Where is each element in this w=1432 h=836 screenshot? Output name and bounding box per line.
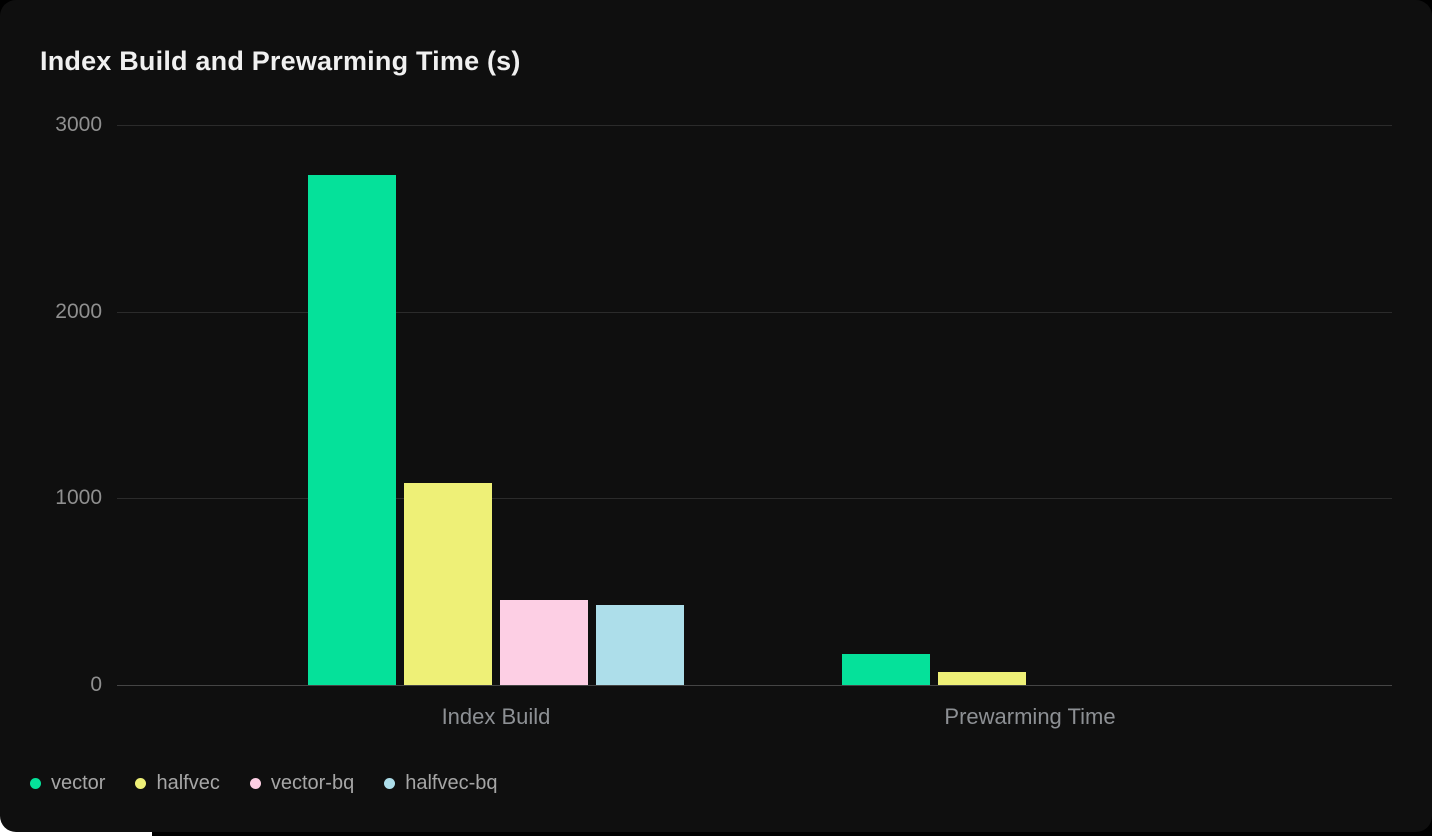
legend-dot-icon bbox=[249, 777, 261, 789]
bar-halfvec-bq-index-build[interactable] bbox=[596, 605, 684, 685]
y-tick-label: 1000 bbox=[55, 486, 102, 509]
x-axis-label-prewarming-time: Prewarming Time bbox=[944, 704, 1116, 729]
x-axis-line bbox=[117, 685, 1392, 686]
bar-vector-index-build[interactable] bbox=[308, 175, 396, 685]
bar-vector-prewarming-time[interactable] bbox=[842, 654, 930, 685]
legend-dot-icon bbox=[384, 777, 396, 789]
gridline bbox=[117, 498, 1392, 499]
legend-dot-icon bbox=[30, 777, 41, 789]
legend-item-halfvec[interactable]: halfvec bbox=[135, 770, 220, 796]
chart-title: Index Build and Prewarming Time (s) bbox=[40, 46, 521, 76]
gridline bbox=[117, 125, 1392, 126]
legend-item-halfvec-bq[interactable]: halfvec-bq bbox=[384, 770, 498, 796]
x-axis-label-index-build: Index Build bbox=[441, 704, 551, 729]
bar-vector-bq-index-build[interactable] bbox=[500, 600, 588, 685]
legend-item-vector[interactable]: vector bbox=[30, 770, 105, 796]
gridline bbox=[117, 312, 1392, 313]
legend-item-label: halfvec bbox=[156, 772, 220, 794]
legend-item-label: halfvec-bq bbox=[405, 772, 498, 794]
y-tick-label: 3000 bbox=[55, 113, 102, 136]
legend-dot-icon bbox=[135, 777, 147, 789]
y-tick-label: 2000 bbox=[55, 300, 102, 323]
legend-item-vector-bq[interactable]: vector-bq bbox=[249, 770, 355, 796]
legend: vector halfvec vector-bq halfvec-bq bbox=[30, 770, 498, 796]
bar-halfvec-index-build[interactable] bbox=[404, 483, 492, 685]
legend-item-label: vector-bq bbox=[270, 772, 355, 794]
bar-halfvec-prewarming-time[interactable] bbox=[938, 672, 1026, 685]
y-tick-label: 0 bbox=[90, 673, 102, 696]
legend-item-label: vector bbox=[51, 772, 106, 794]
